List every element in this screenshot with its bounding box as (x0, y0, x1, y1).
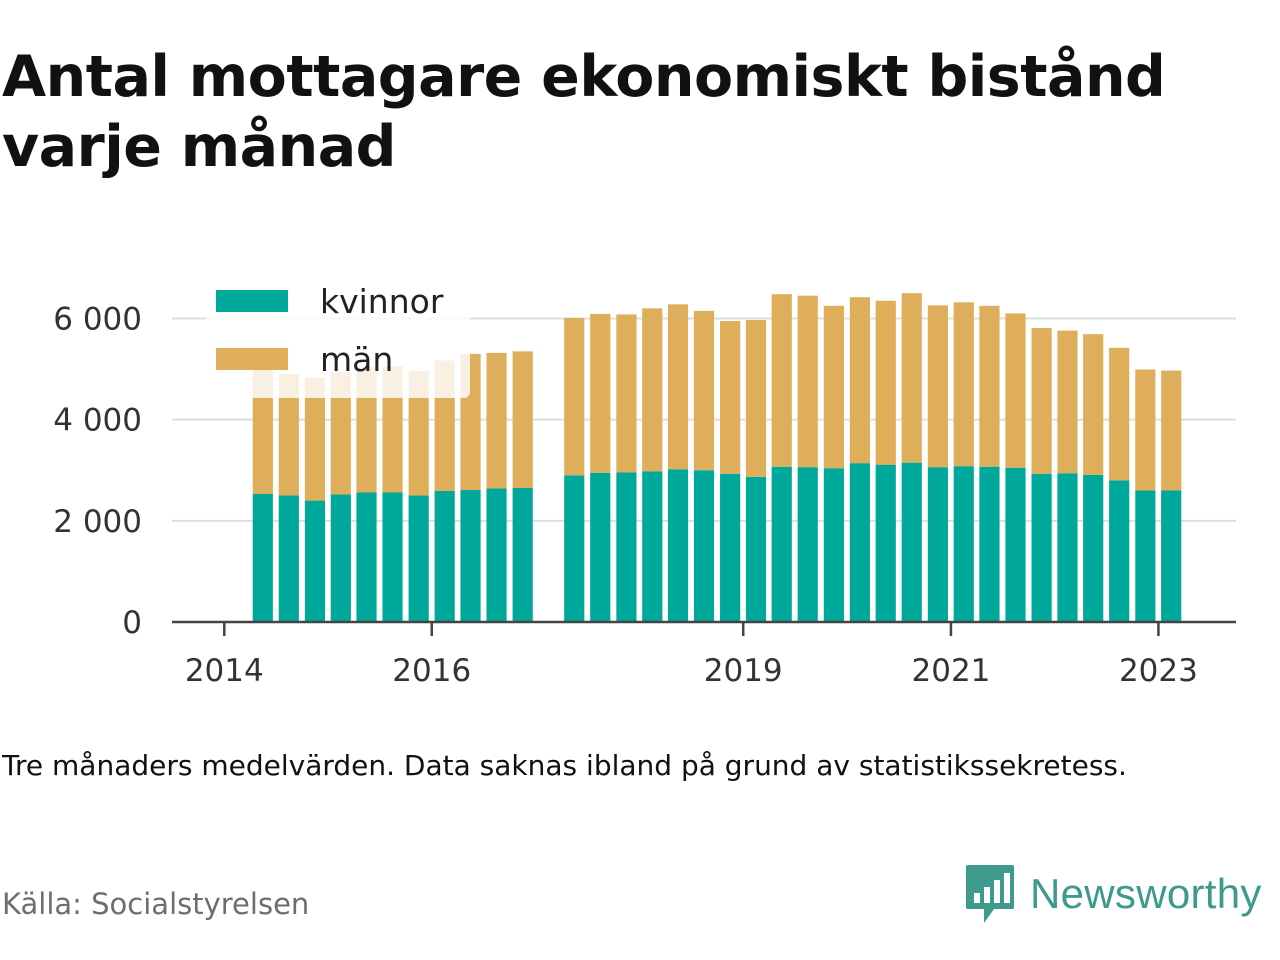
bar-kvinnor-2016-Q4 (512, 487, 533, 622)
y-tick-label: 4 000 (53, 403, 142, 439)
bar-män-2019-Q1 (745, 319, 767, 477)
bar-män-2021-Q2 (979, 305, 1000, 467)
bar-kvinnor-2016-Q2 (460, 489, 481, 622)
y-tick-label: 6 000 (53, 301, 142, 337)
bar-män-2018-Q1 (642, 308, 663, 472)
x-tick-label: 2023 (1119, 653, 1198, 689)
bar-män-2015-Q2 (356, 367, 377, 493)
bar-män-2017-Q4 (616, 314, 637, 473)
bar-kvinnor-2018-Q3 (693, 470, 715, 622)
bar-kvinnor-2022-Q1 (1057, 473, 1078, 622)
bar-män-2016-Q4 (512, 351, 533, 488)
bar-män-2015-Q1 (330, 371, 351, 495)
bar-män-2014-Q3 (278, 374, 299, 496)
bar-män-2014-Q2 (252, 369, 273, 495)
bar-kvinnor-2015-Q2 (356, 492, 377, 622)
bar-män-2019-Q3 (797, 295, 818, 468)
axes: 0 2 000 4 000 6 000 2014 2016 2019 2021 2023 (53, 301, 1236, 689)
legend-swatch-kvinnor (216, 290, 288, 312)
bar-kvinnor-2020-Q3 (901, 462, 922, 622)
bar-kvinnor-2022-Q2 (1083, 474, 1104, 622)
bar-män-2022-Q1 (1057, 330, 1078, 474)
x-tick-label: 2021 (912, 653, 991, 689)
bar-kvinnor-2023-Q1 (1161, 490, 1182, 622)
chart-title: Antal mottagare ekonomiskt bistånd varje… (2, 44, 1166, 180)
bar-kvinnor-2021-Q3 (1005, 467, 1026, 622)
legend: kvinnor män (206, 280, 470, 398)
bar-kvinnor-2019-Q4 (823, 468, 844, 622)
bar-män-2018-Q3 (693, 310, 715, 471)
x-tick-label: 2014 (185, 653, 264, 689)
bar-kvinnor-2019-Q1 (745, 476, 767, 622)
bar-kvinnor-2015-Q1 (330, 494, 351, 622)
bar-män-2021-Q1 (953, 302, 974, 467)
x-tick-label: 2016 (392, 653, 471, 689)
bar-kvinnor-2022-Q4 (1135, 490, 1156, 622)
brand-name: Newsworthy (1030, 870, 1262, 917)
y-tick-label: 0 (122, 605, 142, 641)
bar-män-2020-Q2 (875, 300, 896, 465)
bar-män-2014-Q4 (304, 377, 326, 501)
bar-män-2018-Q2 (667, 304, 689, 470)
bar-kvinnor-2014-Q3 (278, 495, 299, 622)
bar-kvinnor-2018-Q4 (720, 473, 741, 622)
bar-män-2022-Q3 (1109, 347, 1130, 481)
source-credit: Källa: Socialstyrelsen (2, 887, 310, 921)
bar-kvinnor-2021-Q2 (979, 466, 1000, 622)
bar-kvinnor-2017-Q3 (590, 472, 611, 622)
bar-chart: 0 2 000 4 000 6 000 2014 2016 2019 2021 2023 kvi… (53, 280, 1236, 689)
y-tick-label: 2 000 (53, 504, 142, 540)
bar-kvinnor-2020-Q4 (927, 467, 948, 622)
bar-män-2023-Q1 (1161, 370, 1182, 491)
bar-män-2020-Q4 (927, 305, 948, 468)
bar-kvinnor-2022-Q3 (1109, 480, 1130, 622)
chart-note: Tre månaders medelvärden. Data saknas ib… (2, 749, 1127, 782)
legend-label-män: män (320, 340, 393, 379)
bar-män-2019-Q2 (771, 294, 792, 467)
bar-män-2022-Q2 (1083, 334, 1104, 475)
bar-kvinnor-2019-Q3 (797, 467, 818, 622)
bar-kvinnor-2021-Q1 (953, 466, 974, 622)
bar-män-2022-Q4 (1135, 369, 1156, 491)
bar-kvinnor-2021-Q4 (1031, 473, 1052, 622)
brand-logo: Newsworthy (964, 862, 1262, 926)
x-tick-label: 2019 (704, 653, 783, 689)
bar-män-2015-Q3 (382, 366, 403, 493)
bar-män-2020-Q3 (901, 293, 922, 463)
bar-kvinnor-2020-Q1 (849, 463, 870, 622)
bar-män-2017-Q2 (564, 317, 585, 476)
bar-kvinnor-2018-Q1 (642, 471, 663, 622)
legend-label-kvinnor: kvinnor (320, 282, 444, 321)
bar-män-2016-Q3 (486, 352, 507, 489)
bar-kvinnor-2016-Q1 (434, 490, 455, 622)
bar-män-2019-Q4 (823, 305, 844, 469)
bars (252, 293, 1182, 622)
bar-män-2021-Q3 (1005, 313, 1026, 468)
bar-män-2018-Q4 (720, 321, 741, 474)
bar-kvinnor-2016-Q3 (486, 488, 507, 622)
bar-män-2021-Q4 (1031, 328, 1052, 474)
newsworthy-logo-icon (966, 865, 1014, 923)
legend-swatch-män (216, 348, 288, 370)
bar-män-2017-Q3 (590, 313, 611, 473)
bar-kvinnor-2015-Q4 (408, 495, 429, 622)
bar-kvinnor-2014-Q4 (304, 500, 326, 622)
bar-kvinnor-2015-Q3 (382, 492, 403, 622)
bar-män-2015-Q4 (408, 371, 429, 496)
bar-kvinnor-2020-Q2 (875, 464, 896, 622)
bar-kvinnor-2018-Q2 (667, 469, 689, 622)
bar-kvinnor-2014-Q2 (252, 494, 273, 622)
bar-kvinnor-2017-Q4 (616, 472, 637, 622)
bar-kvinnor-2019-Q2 (771, 466, 792, 622)
bar-kvinnor-2017-Q2 (564, 475, 585, 622)
bar-män-2020-Q1 (849, 297, 870, 464)
